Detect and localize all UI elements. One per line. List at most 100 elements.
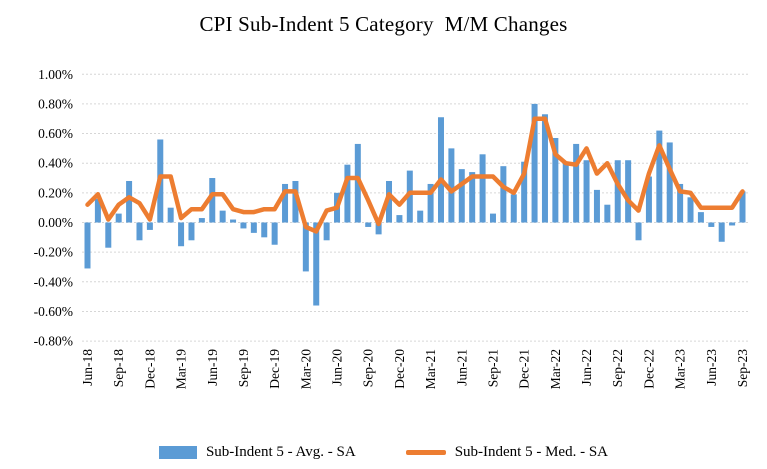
bar-avg	[593, 189, 600, 223]
y-tick-label: 0.20%	[38, 185, 73, 200]
bar-avg	[178, 222, 185, 247]
y-tick-label: 0.40%	[38, 156, 73, 171]
x-tick-label: Jun-23	[704, 349, 719, 386]
bar-avg	[230, 219, 237, 223]
bar-avg	[188, 222, 195, 241]
x-tick-label: Jun-18	[80, 349, 95, 386]
bar-avg	[344, 164, 351, 223]
bar-avg	[250, 222, 257, 233]
bar-avg	[323, 222, 330, 241]
avg-series-swatch	[158, 446, 197, 459]
y-tick-label: 1.00%	[38, 67, 73, 82]
bar-avg	[729, 222, 736, 226]
x-tick-label: Jun-20	[330, 349, 345, 386]
bar-avg	[604, 204, 611, 223]
bar-avg	[656, 130, 663, 223]
avg-series-label: Sub-Indent 5 - Avg. - SA	[205, 444, 356, 460]
bar-avg	[697, 212, 704, 223]
x-tick-label: Mar-19	[174, 349, 189, 389]
bar-avg	[396, 215, 403, 223]
y-tick-label: -0.80%	[34, 334, 73, 349]
bar-avg	[417, 210, 424, 223]
bar-avg	[406, 170, 413, 223]
bar-avg	[635, 222, 642, 241]
y-tick-label: 0.80%	[38, 96, 73, 111]
y-tick-label: 0.60%	[38, 126, 73, 141]
legend-entry-med: Sub-Indent 5 - Med. - SA	[405, 444, 608, 461]
bar-avg	[687, 197, 694, 223]
x-tick-label: Jun-19	[205, 349, 220, 386]
bar-avg	[531, 103, 538, 223]
line-med	[85, 116, 745, 234]
bar-avg	[219, 210, 226, 223]
bar-avg	[386, 180, 393, 223]
bar-avg	[282, 183, 289, 223]
bar-avg	[500, 166, 507, 223]
x-tick-label: Jun-21	[454, 349, 469, 386]
bar-avg	[625, 160, 632, 223]
x-tick-label: Sep-23	[735, 349, 750, 387]
bar-avg	[313, 222, 320, 306]
x-tick-label: Sep-22	[610, 349, 625, 387]
x-tick-label: Mar-20	[298, 349, 313, 389]
x-tick-label: Mar-22	[548, 349, 563, 389]
bar-avg	[115, 213, 122, 223]
legend: Sub-Indent 5 - Avg. - SA Sub-Indent 5 - …	[0, 444, 767, 461]
bar-avg	[136, 222, 143, 241]
bar-avg	[240, 222, 247, 229]
bar-avg	[541, 114, 548, 223]
bar-avg	[261, 222, 268, 238]
x-tick-label: Sep-21	[485, 349, 500, 387]
bar-avg	[645, 176, 652, 223]
x-tick-label: Dec-20	[392, 349, 407, 389]
bar-avg	[427, 183, 434, 223]
bar-avg	[167, 207, 174, 223]
x-tick-label: Mar-23	[673, 349, 688, 389]
x-tick-label: Sep-18	[111, 349, 126, 387]
bar-avg	[105, 222, 112, 248]
bar-avg	[146, 222, 153, 230]
bar-avg	[126, 180, 133, 223]
x-tick-label: Jun-22	[579, 349, 594, 386]
legend-entry-avg: Sub-Indent 5 - Avg. - SA	[158, 444, 356, 461]
bar-avg	[302, 222, 309, 272]
bar-avg	[448, 148, 455, 223]
x-tick-label: Sep-20	[361, 349, 376, 387]
bar-avg	[521, 161, 528, 223]
y-tick-label: -0.20%	[34, 245, 73, 260]
bar-avg	[94, 198, 101, 223]
bar-avg	[84, 222, 91, 269]
bar-avg	[573, 143, 580, 223]
bar-avg	[718, 222, 725, 242]
bar-avg	[510, 194, 517, 223]
bar-avg	[209, 178, 216, 223]
y-tick-label: -0.40%	[34, 274, 73, 289]
x-tick-label: Mar-21	[423, 349, 438, 389]
bar-avg	[614, 160, 621, 223]
bar-avg	[271, 222, 278, 245]
bar-avg	[365, 222, 372, 227]
bar-avg	[458, 169, 465, 223]
bar-avg	[562, 163, 569, 223]
bar-avg	[469, 172, 476, 223]
bar-avg	[677, 183, 684, 223]
chart-title: CPI Sub-Indent 5 Category M/M Changes	[199, 12, 568, 36]
x-tick-label: Dec-18	[142, 349, 157, 389]
bar-avg	[479, 154, 486, 223]
x-tick-label: Dec-22	[641, 349, 656, 389]
bar-avg	[666, 142, 673, 223]
bar-avg	[375, 222, 382, 235]
x-tick-label: Dec-21	[517, 349, 532, 389]
x-tick-label: Sep-19	[236, 349, 251, 387]
bar-avg	[489, 213, 496, 223]
bar-avg	[583, 160, 590, 223]
y-tick-label: 0.00%	[38, 215, 73, 230]
bar-avg	[708, 222, 715, 227]
x-tick-label: Dec-19	[267, 349, 282, 389]
bar-avg	[198, 218, 205, 223]
y-tick-label: -0.60%	[34, 304, 73, 319]
bar-avg	[437, 117, 444, 223]
bar-avg	[552, 137, 559, 223]
